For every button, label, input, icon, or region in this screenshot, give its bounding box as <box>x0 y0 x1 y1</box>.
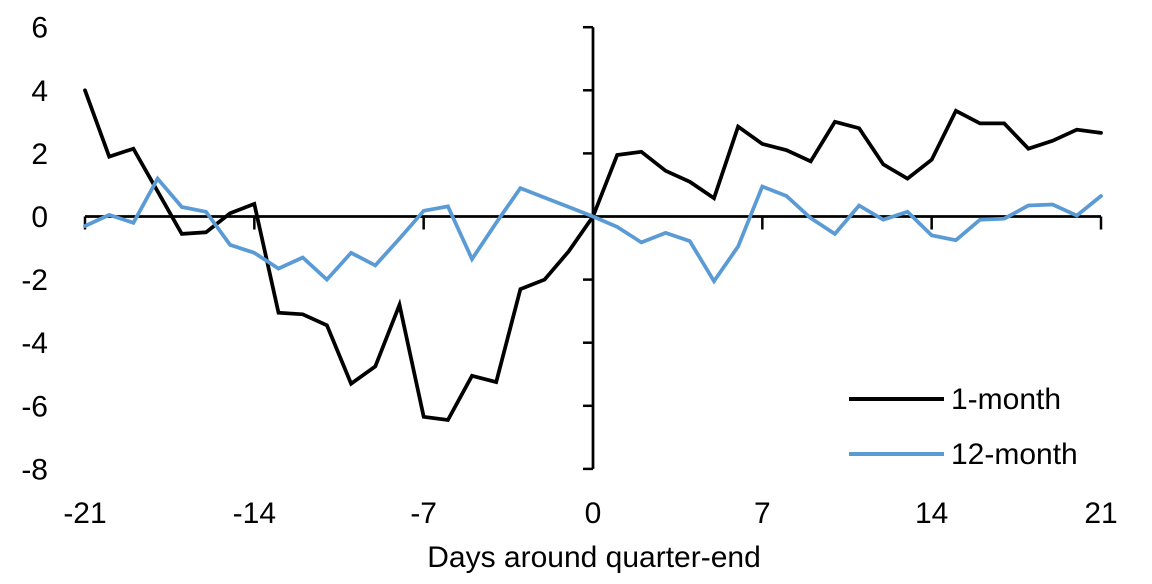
x-tick-label: -7 <box>410 497 437 530</box>
y-tick-label: 4 <box>31 75 48 108</box>
y-tick-label: 2 <box>31 138 48 171</box>
x-tick-label: 0 <box>585 497 602 530</box>
series-lines <box>83 88 1103 423</box>
y-tick-label: 0 <box>31 201 48 234</box>
x-axis-title: Days around quarter-end <box>427 541 761 574</box>
y-tick-label: -6 <box>21 390 48 423</box>
x-tick-label: 14 <box>915 497 948 530</box>
x-tick-label: 7 <box>754 497 771 530</box>
legend-label-12-month: 12-month <box>951 438 1078 471</box>
tick-labels: -21 -14 -7 0 7 14 21 6 4 2 0 -2 -4 -6 -8 <box>21 12 1117 530</box>
x-tick-label: 21 <box>1084 497 1117 530</box>
legend-label-1-month: 1-month <box>951 383 1061 416</box>
series-line-12-month <box>83 175 1103 285</box>
legend: 1-month 12-month <box>849 383 1078 471</box>
y-tick-label: 6 <box>31 12 48 45</box>
x-tick-label: -21 <box>63 497 106 530</box>
y-tick-label: -4 <box>21 327 48 360</box>
x-tick-label: -14 <box>233 497 276 530</box>
y-tick-label: -2 <box>21 264 48 297</box>
y-tick-label: -8 <box>21 453 48 486</box>
